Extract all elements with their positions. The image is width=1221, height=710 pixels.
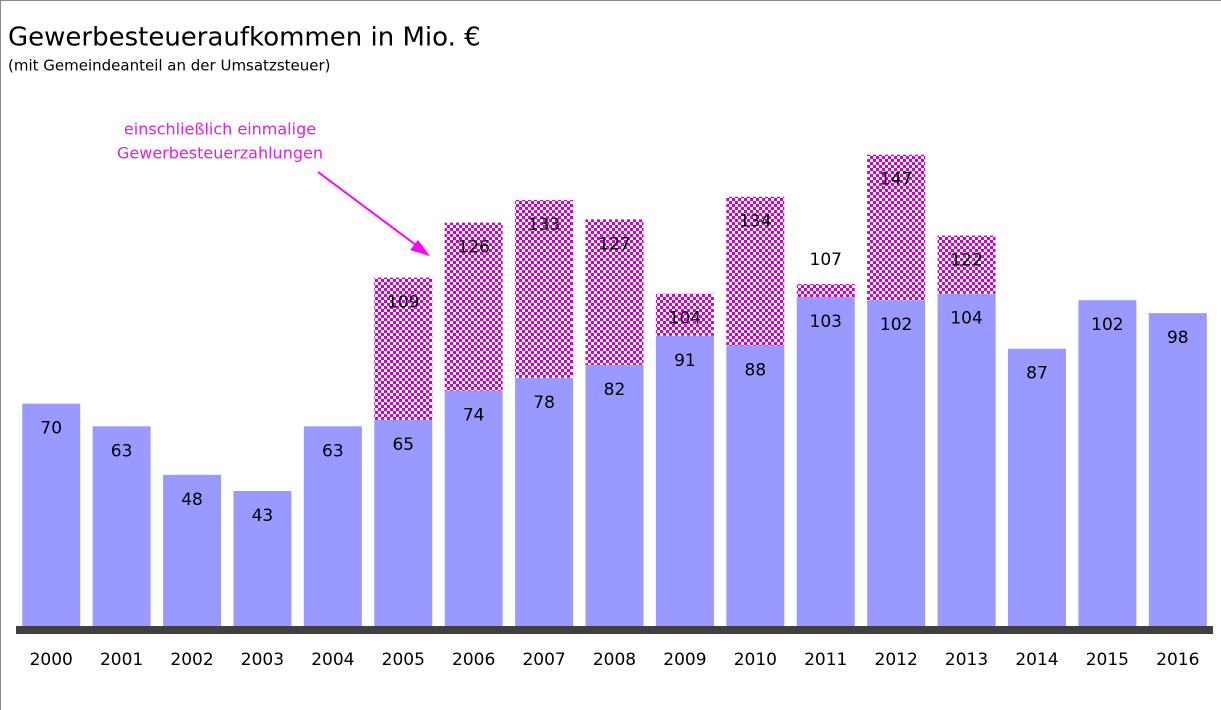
bar-extra	[867, 154, 926, 301]
bar	[1078, 300, 1137, 630]
bar	[1007, 348, 1066, 630]
data-label: 78	[533, 393, 555, 413]
total-label: 126	[457, 238, 489, 258]
bar	[655, 335, 714, 630]
bar	[163, 474, 222, 630]
total-label: 107	[810, 250, 842, 270]
bar-extra	[374, 277, 433, 420]
bar-extra	[726, 196, 785, 346]
total-label: 147	[880, 170, 912, 190]
x-tick-label: 2016	[1156, 650, 1199, 670]
data-label: 91	[674, 351, 696, 371]
data-label: 88	[745, 360, 767, 380]
x-tick-label: 2005	[382, 650, 425, 670]
bar	[867, 300, 926, 630]
bar	[233, 490, 292, 630]
bar	[92, 426, 151, 630]
data-label: 63	[111, 441, 133, 461]
data-label: 74	[463, 406, 485, 426]
arrow-head	[410, 240, 430, 256]
data-label: 103	[810, 312, 842, 332]
data-label: 48	[181, 490, 203, 510]
bar	[444, 390, 503, 630]
bar	[796, 296, 855, 630]
total-label: 122	[950, 251, 982, 271]
x-tick-label: 2002	[170, 650, 213, 670]
bar	[726, 345, 785, 630]
total-label: 133	[528, 215, 560, 235]
data-label: 70	[40, 419, 62, 439]
bar	[515, 377, 574, 630]
bar	[374, 419, 433, 630]
x-tick-label: 2001	[100, 650, 143, 670]
data-label: 63	[322, 441, 344, 461]
data-label: 82	[604, 380, 626, 400]
x-tick-label: 2014	[1015, 650, 1058, 670]
bar	[22, 403, 81, 630]
x-tick-label: 2008	[593, 650, 636, 670]
chart-subtitle: (mit Gemeindeanteil an der Umsatzsteuer)	[8, 57, 331, 75]
total-label: 127	[598, 234, 630, 254]
data-label: 43	[252, 506, 274, 526]
x-tick-label: 2013	[945, 650, 988, 670]
bar	[937, 293, 996, 630]
x-tick-label: 2012	[875, 650, 918, 670]
bar-extra	[655, 293, 714, 336]
data-label: 87	[1026, 364, 1048, 384]
x-tick-label: 2000	[30, 650, 73, 670]
data-label: 102	[1091, 315, 1123, 335]
data-label: 65	[392, 435, 414, 455]
bar-extra	[444, 222, 503, 391]
data-label: 104	[950, 309, 982, 329]
total-label: 109	[387, 293, 419, 313]
x-tick-label: 2009	[663, 650, 706, 670]
bar-extra	[515, 199, 574, 378]
bar	[1148, 313, 1207, 630]
bar-extra	[796, 284, 855, 297]
bar-extra	[585, 219, 644, 365]
x-tick-label: 2004	[311, 650, 354, 670]
x-tick-label: 2010	[734, 650, 777, 670]
x-tick-label: 2007	[522, 650, 565, 670]
x-tick-label: 2015	[1086, 650, 1129, 670]
bar	[585, 364, 644, 630]
x-tick-label: 2003	[241, 650, 284, 670]
total-label: 134	[739, 212, 771, 232]
x-tick-label: 2011	[804, 650, 847, 670]
x-axis	[16, 626, 1213, 634]
data-label: 102	[880, 315, 912, 335]
x-tick-label: 2006	[452, 650, 495, 670]
chart-title: Gewerbesteueraufkommen in Mio. €	[8, 23, 481, 53]
annotation: Gewerbesteuerzahlungen	[117, 144, 323, 163]
bar-extra	[937, 235, 996, 294]
total-label: 104	[669, 309, 701, 329]
data-label: 98	[1167, 328, 1189, 348]
annotation-arrow	[317, 171, 421, 249]
bar	[303, 426, 362, 630]
annotation: einschließlich einmalige	[124, 120, 316, 139]
